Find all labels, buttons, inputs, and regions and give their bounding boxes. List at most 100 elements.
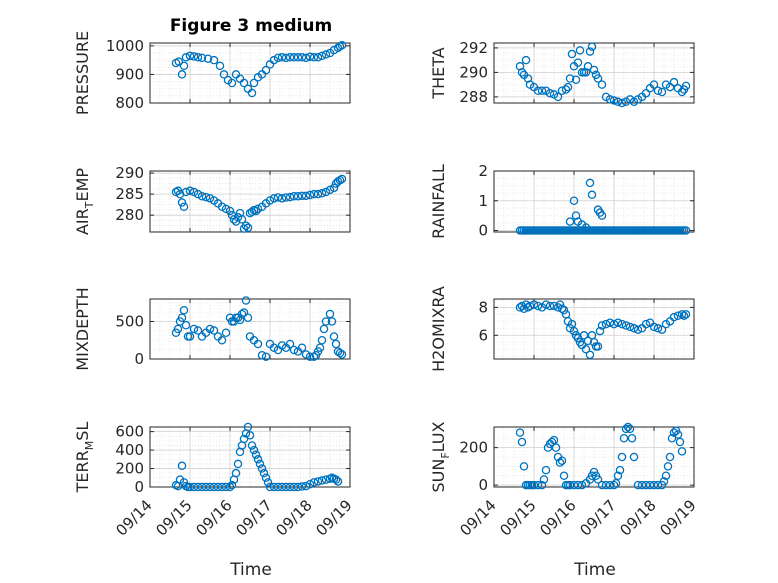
- subplot-1: 800 900 1000 PRESSURE: [73, 31, 351, 115]
- data-point: [571, 75, 581, 84]
- data-point: [261, 473, 271, 483]
- data-point: [237, 215, 247, 224]
- data-point: [181, 53, 191, 62]
- data-point: [617, 98, 627, 108]
- data-point: [641, 319, 651, 329]
- data-point: [239, 78, 249, 88]
- data-point: [615, 465, 625, 475]
- data-point: [553, 92, 563, 102]
- data-point: [201, 192, 211, 202]
- data-point: [637, 480, 647, 490]
- subplot-3: 280 285 290 AIRTEMP: [73, 164, 351, 235]
- y-tick-label: 285: [115, 185, 144, 203]
- data-point: [313, 53, 323, 62]
- data-point: [285, 53, 295, 62]
- data-point: [675, 437, 685, 447]
- data-point: [247, 88, 257, 98]
- data-point: [185, 186, 195, 196]
- data-point: [549, 435, 559, 445]
- data-point: [337, 174, 347, 184]
- data-point: [243, 313, 253, 322]
- data-point: [537, 86, 547, 96]
- data-point: [653, 86, 663, 96]
- data-point: [541, 465, 551, 475]
- data-point: [189, 482, 199, 492]
- data-point: [559, 305, 569, 315]
- data-point: [669, 77, 679, 87]
- x-axis-label-left: Time: [229, 560, 272, 580]
- y-axis-label: MIXDEPTH: [73, 287, 92, 370]
- data-point: [565, 74, 575, 83]
- data-point: [305, 352, 315, 361]
- axes-box: [149, 170, 351, 233]
- data-point: [321, 475, 331, 484]
- data-point: [301, 191, 311, 201]
- data-point: [257, 350, 267, 360]
- data-point: [593, 475, 603, 484]
- data-point: [293, 191, 303, 201]
- data-point: [273, 193, 283, 202]
- data-point: [653, 324, 663, 333]
- data-point: [239, 308, 249, 317]
- data-point: [205, 324, 215, 334]
- data-point: [525, 301, 535, 311]
- data-point: [515, 428, 525, 437]
- data-point: [557, 456, 567, 465]
- axes-box: [149, 42, 351, 104]
- data-point: [681, 81, 691, 91]
- data-point: [597, 211, 607, 220]
- data-point: [665, 452, 675, 462]
- data-point: [609, 319, 619, 329]
- data-point: [255, 459, 265, 469]
- data-point: [669, 428, 679, 437]
- data-point: [645, 480, 655, 490]
- data-point: [673, 430, 683, 439]
- data-point: [557, 86, 567, 96]
- axes-box: [493, 170, 695, 233]
- y-axis-label: TERRMSL: [73, 422, 96, 494]
- data-point: [657, 87, 667, 97]
- data-point: [325, 185, 335, 195]
- subplot-4: 0 1 2 RAINFALL: [429, 162, 695, 240]
- data-point: [667, 433, 677, 443]
- data-point: [229, 215, 239, 224]
- y-axis-label: PRESSURE: [73, 31, 92, 115]
- data-point: [273, 53, 283, 63]
- data-point: [609, 96, 619, 105]
- data-point: [331, 339, 341, 349]
- data-point: [551, 443, 561, 452]
- y-axis-label: RAINFALL: [429, 164, 448, 239]
- data-point: [259, 468, 269, 478]
- subplot-2: 288 290 292 THETA: [429, 39, 695, 108]
- data-point: [629, 452, 639, 462]
- data-point: [565, 217, 575, 226]
- data-point: [293, 53, 303, 62]
- data-point: [193, 53, 203, 62]
- data-point: [517, 68, 527, 77]
- data-point: [649, 80, 659, 89]
- data-point: [673, 311, 683, 320]
- data-point: [217, 482, 227, 492]
- data-point: [179, 305, 189, 315]
- y-axis-label: SUNFLUX: [429, 421, 452, 492]
- data-point: [285, 339, 295, 349]
- data-point: [609, 480, 619, 490]
- data-point: [185, 482, 195, 492]
- data-point: [301, 481, 311, 491]
- data-point: [617, 319, 627, 329]
- data-point: [241, 221, 251, 230]
- figure-title: Figure 3 medium: [170, 16, 332, 36]
- data-point: [317, 51, 327, 61]
- data-point: [243, 422, 253, 432]
- y-tick-label: 1: [478, 192, 488, 210]
- data-point: [597, 321, 607, 330]
- data-point: [325, 309, 335, 319]
- data-point: [321, 317, 331, 326]
- data-point: [681, 226, 691, 235]
- y-tick-label: 800: [115, 94, 144, 112]
- data-point: [627, 433, 637, 443]
- data-point: [217, 335, 227, 345]
- data-point: [227, 480, 237, 490]
- data-point: [201, 482, 211, 492]
- data-point: [297, 482, 307, 491]
